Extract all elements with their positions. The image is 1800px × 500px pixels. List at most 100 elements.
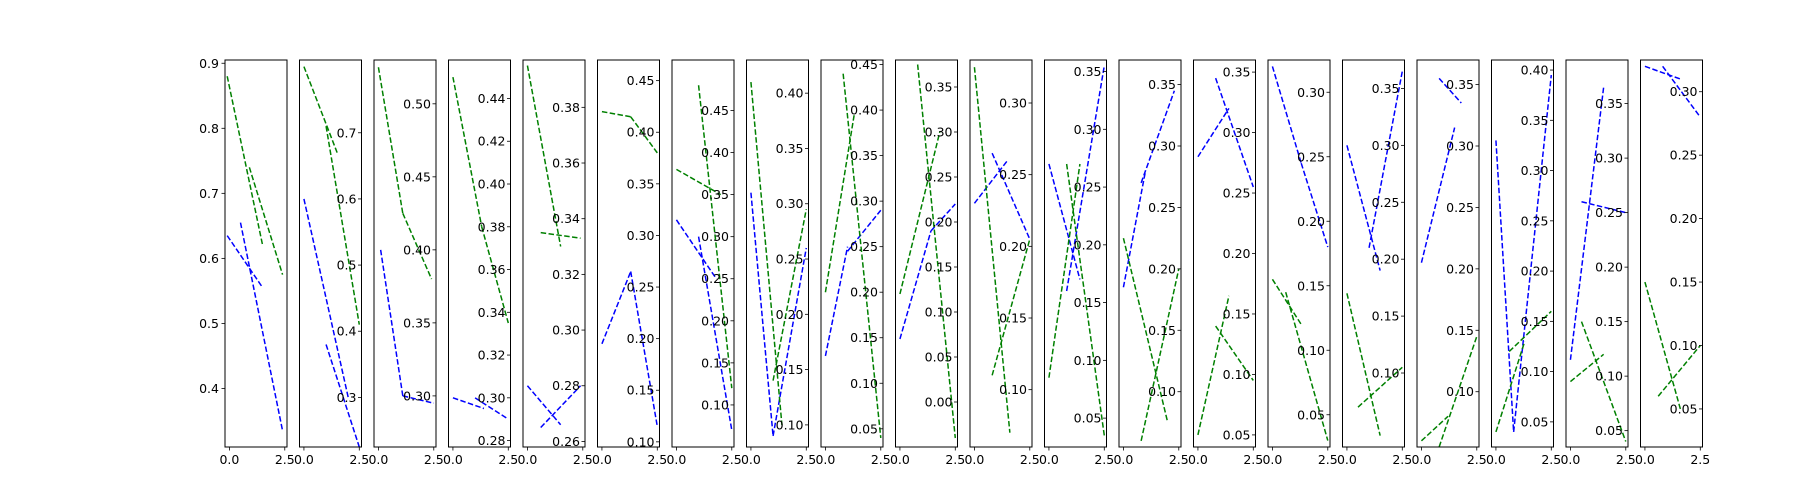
y-tick-label: 0.30	[627, 228, 655, 243]
y-tick-label: 0.6	[337, 191, 357, 206]
series-line-4	[480, 226, 510, 324]
subplot-7: 0.0 2.5 0.10 0.15 0.20 0.25 0.30 0.35 0.40 0.45	[666, 59, 742, 467]
subplot-18: 0.0 2.5 0.05 0.10 0.15 0.20 0.25 0.30 0.35 0.40	[1486, 59, 1561, 467]
x-tick-label: 2.5	[796, 452, 816, 467]
x-tick-label: 0.0	[964, 452, 984, 467]
series-line-4	[1357, 366, 1403, 408]
series-line-4	[1140, 268, 1180, 442]
axes-frame	[448, 59, 511, 448]
subplot-11: 0.0 2.5 0.10 0.15 0.20 0.25 0.30	[964, 59, 1040, 467]
series-line-3	[601, 110, 631, 118]
y-tick-label: 0.40	[627, 125, 655, 140]
y-tick-label: 0.05	[1521, 414, 1549, 429]
y-tick-label: 0.44	[478, 91, 506, 106]
subplot-6: 0.0 2.5 0.10 0.15 0.20 0.25 0.30 0.35 0.40 0.45	[592, 59, 667, 467]
x-tick-label: 0.0	[1188, 452, 1208, 467]
y-tick-label: 0.10	[1223, 367, 1251, 382]
series-line-2	[402, 395, 434, 404]
y-tick-label: 0.40	[478, 177, 506, 192]
y-tick-label: 0.30	[1521, 163, 1549, 178]
plot-area	[526, 65, 582, 429]
x-tick-label: 2.5	[498, 452, 518, 467]
plot-area	[1048, 65, 1106, 436]
y-tick-label: 0.36	[552, 156, 580, 171]
series-line-4	[772, 209, 808, 381]
series-line-4	[1657, 345, 1701, 397]
y-tick-label: 0.30	[552, 323, 580, 338]
axes-frame	[373, 59, 437, 448]
y-tick-label: 0.20	[1074, 237, 1102, 252]
series-line-4	[697, 85, 733, 389]
y-tick-label: 0.32	[478, 348, 506, 363]
y-tick-label: 0.40	[701, 145, 729, 160]
series-line-3	[1048, 163, 1081, 378]
series-line-1	[1346, 145, 1381, 271]
y-tick-label: 0.5	[199, 316, 219, 331]
y-tick-label: 0.15	[1223, 306, 1251, 321]
y-tick-label: 0.15	[1521, 314, 1549, 329]
y-tick-label: 0.25	[627, 280, 655, 295]
axes-frame	[671, 59, 735, 448]
series-line-1	[1271, 66, 1302, 164]
subplot-3: 0.0 2.5 0.30 0.35 0.40 0.45 0.50	[368, 59, 444, 467]
y-tick-label: 0.25	[1297, 149, 1325, 164]
y-tick-label: 0.10	[1372, 366, 1400, 381]
series-line-2	[629, 271, 659, 427]
y-tick-label: 0.10	[1670, 338, 1698, 353]
series-line-4	[540, 231, 581, 239]
plot-area	[899, 64, 957, 439]
series-line-2	[474, 397, 509, 420]
series-line-1	[452, 397, 485, 410]
series-line-1	[1122, 170, 1147, 288]
series-line-3	[1420, 415, 1449, 442]
y-tick-label: 0.45	[701, 103, 729, 118]
y-tick-label: 0.35	[1521, 113, 1549, 128]
x-tick-label: 0.0	[666, 452, 686, 467]
y-tick-label: 0.20	[701, 313, 729, 328]
y-tick-label: 0.25	[999, 167, 1027, 182]
y-tick-label: 0.50	[403, 96, 431, 111]
series-line-4	[1508, 310, 1552, 353]
x-tick-label: 0.0	[815, 452, 835, 467]
series-line-4	[1284, 291, 1329, 441]
x-tick-label: 2.5	[424, 452, 444, 467]
y-tick-label: 0.30	[701, 229, 729, 244]
plot-area	[1644, 65, 1701, 410]
y-tick-label: 0.30	[1223, 125, 1251, 140]
y-tick-label: 0.40	[403, 242, 431, 257]
subplot-10: 0.0 2.5 0.00 0.05 0.10 0.15 0.20 0.25 0.30 0.35	[890, 59, 965, 467]
y-tick-label: 0.25	[1223, 186, 1251, 201]
y-tick-label: 0.15	[1148, 323, 1176, 338]
axes-frame	[299, 59, 362, 448]
y-tick-label: 0.15	[1446, 323, 1474, 338]
x-tick-label: 2.5	[1094, 452, 1114, 467]
y-tick-label: 0.30	[1595, 151, 1623, 166]
subplot-8: 0.0 2.5 0.10 0.15 0.20 0.25 0.30 0.35 0.40	[741, 59, 816, 467]
x-tick-label: 2.5	[1392, 452, 1412, 467]
panels: 0.0 2.50.40.50.60.70.80.90.0 2.50.30.40.50…	[199, 56, 1710, 467]
x-tick-label: 0.0	[1560, 452, 1580, 467]
y-tick-label: 0.25	[1670, 148, 1698, 163]
series-line-4	[916, 64, 957, 439]
y-tick-label: 0.10	[1521, 364, 1549, 379]
axes-frame	[597, 59, 660, 448]
series-line-3	[1197, 295, 1230, 436]
series-line-3	[1644, 281, 1682, 410]
series-line-2	[1512, 75, 1553, 432]
y-tick-label: 0.20	[1446, 261, 1474, 276]
y-tick-label: 0.32	[552, 267, 580, 282]
x-tick-label: 2.5	[722, 452, 742, 467]
subplot-15: 0.0 2.5 0.05 0.10 0.15 0.20 0.25 0.30	[1262, 59, 1338, 467]
x-tick-label: 0.0	[1039, 452, 1059, 467]
y-tick-label: 0.10	[627, 434, 655, 449]
y-tick-label: 0.28	[552, 378, 580, 393]
y-tick-label: 0.34	[478, 305, 506, 320]
x-tick-label: 0.0	[443, 452, 463, 467]
series-line-4	[248, 167, 284, 275]
y-tick-label: 0.30	[478, 390, 506, 405]
y-tick-label: 0.35	[1223, 65, 1251, 80]
subplot-9: 0.0 2.5 0.05 0.10 0.15 0.20 0.25 0.30 0.35 0.40 0.…	[815, 57, 890, 467]
y-tick-label: 0.05	[1297, 407, 1325, 422]
series-line-1	[1644, 65, 1681, 80]
axes-frame	[746, 59, 809, 448]
